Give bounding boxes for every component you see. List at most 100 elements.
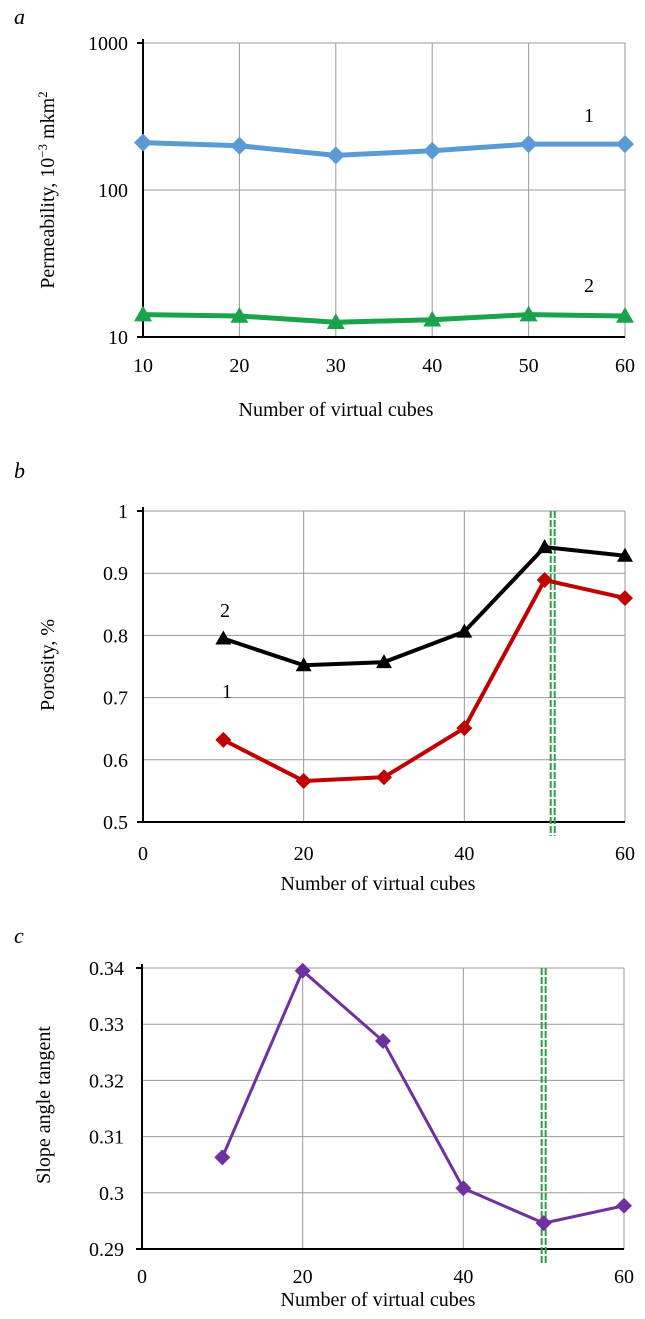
y-tick-label: 0.7: [103, 688, 128, 710]
series-2-point: [617, 547, 633, 562]
y-tick-label: 0.3: [99, 1183, 124, 1205]
series-1-point: [376, 769, 392, 786]
series-2-line: [222, 545, 626, 668]
series-1-line: [220, 969, 625, 1225]
y-tick-label: 10: [108, 327, 128, 349]
panel-a-series-1-label: 1: [584, 105, 594, 127]
panel-a-y-tick-labels: 10 100 1000: [88, 33, 128, 349]
panel-label-c: c: [14, 923, 24, 948]
series-1-point: [134, 133, 152, 152]
panel-b-axes: [137, 507, 625, 823]
series-2-point: [423, 310, 442, 327]
y-tick-label: 0.33: [89, 1014, 124, 1036]
y-tick-label: 0.34: [89, 958, 124, 980]
panel-b-series: [215, 539, 633, 789]
x-tick-label: 0: [137, 1266, 147, 1288]
series-1-point: [616, 1197, 632, 1214]
panel-a-axes: [137, 39, 625, 338]
x-tick-label: 20: [294, 843, 314, 865]
x-tick-label: 40: [454, 843, 474, 865]
panel-c-reference-line: [540, 968, 547, 1263]
series-1-point: [456, 720, 473, 737]
x-tick-label: 0: [138, 843, 148, 865]
series-1-point: [215, 731, 232, 748]
x-tick-label: 50: [519, 355, 539, 377]
series-2-point: [376, 654, 392, 669]
x-tick-label: 40: [422, 355, 442, 377]
series-1-point: [519, 135, 538, 154]
ylabel-unit-exponent: 2: [35, 91, 50, 98]
panel-label-a: a: [14, 4, 25, 29]
panel-c-x-axis-title: Number of virtual cubes: [281, 1289, 476, 1311]
series-1-point: [617, 590, 633, 607]
panel-c-y-tick-labels: 0.29 0.3 0.31 0.32 0.33 0.34: [89, 958, 124, 1261]
panel-b-y-axis-title: Porosity, %: [37, 619, 59, 711]
y-tick-label: 1: [118, 501, 128, 523]
series-1-point: [455, 1180, 472, 1197]
x-tick-label: 40: [453, 1266, 473, 1288]
y-tick-label: 0.29: [89, 1239, 124, 1261]
series-1-point: [295, 772, 312, 789]
y-tick-label: 0.9: [103, 563, 128, 585]
series-2-point: [456, 623, 473, 638]
series-2-point: [295, 657, 312, 672]
panel-a-x-axis-title: Number of virtual cubes: [239, 399, 434, 421]
x-tick-label: 30: [326, 355, 346, 377]
panel-c-series: [214, 962, 632, 1232]
y-tick-label: 0.32: [89, 1070, 124, 1092]
series-2-point: [519, 305, 538, 322]
series-1-point: [423, 141, 442, 160]
panel-a-permeability-chart: a 10 100 1000 10 20 30 40 50 60 1 2 Number of v…: [14, 4, 635, 421]
series-2-point: [536, 539, 553, 554]
panel-b-series-1-label: 1: [222, 681, 232, 703]
panel-label-b: b: [14, 458, 25, 483]
series-2-line: [142, 312, 626, 325]
series-2-point: [326, 313, 345, 329]
panel-b-reference-line: [549, 511, 556, 836]
series-1-point: [616, 135, 634, 154]
x-tick-label: 60: [614, 1266, 634, 1288]
ylabel-base: Permeability, 10: [37, 158, 59, 289]
x-tick-label: 10: [133, 355, 153, 377]
x-tick-label: 60: [615, 355, 635, 377]
panel-b-porosity-chart: b 0.5 0.6 0.7 0.8 0.9 1 0 20 40 60 2 1 Number of…: [14, 458, 635, 895]
series-1-point: [536, 572, 553, 589]
panel-a-y-axis-title: Permeability, 10−3 mkm2: [35, 91, 60, 288]
panel-c-x-tick-labels: 0 20 40 60: [137, 1266, 634, 1288]
panel-a-series-2-label: 2: [584, 275, 594, 297]
y-tick-label: 0.6: [103, 750, 128, 772]
panel-b-x-axis-title: Number of virtual cubes: [281, 873, 476, 895]
y-tick-label: 0.8: [103, 625, 128, 647]
panel-b-x-tick-labels: 0 20 40 60: [138, 843, 635, 865]
panel-c-y-axis-title: Slope angle tangent: [33, 1026, 55, 1184]
series-2-point: [230, 306, 249, 323]
series-2-point: [134, 305, 152, 322]
panel-a-grid: [142, 42, 626, 338]
series-2-point: [215, 630, 232, 645]
panel-b-y-tick-labels: 0.5 0.6 0.7 0.8 0.9 1: [103, 501, 128, 834]
series-2-point: [616, 306, 634, 323]
x-tick-label: 60: [615, 843, 635, 865]
y-tick-label: 0.5: [103, 812, 128, 834]
y-tick-label: 100: [98, 180, 128, 202]
x-tick-label: 20: [293, 1266, 313, 1288]
panel-a-series: [134, 133, 634, 329]
panel-c-slope-chart: c 0.29 0.3 0.31 0.32 0.33 0.34 0 20 40 60 Number…: [14, 923, 634, 1311]
series-1-point: [326, 146, 345, 165]
series-1-point: [375, 1033, 391, 1050]
panel-a-x-tick-labels: 10 20 30 40 50 60: [133, 355, 635, 377]
series-1-point: [294, 962, 311, 979]
series-1-line: [142, 140, 625, 158]
series-1-point: [230, 136, 249, 155]
ylabel-exponent: −3: [35, 144, 50, 158]
panel-c-grid: [141, 967, 625, 1250]
y-tick-label: 0.31: [89, 1127, 124, 1149]
x-tick-label: 20: [229, 355, 249, 377]
series-1-point: [535, 1215, 552, 1232]
y-tick-label: 1000: [88, 33, 128, 55]
ylabel-unit: mkm: [37, 97, 59, 144]
panel-c-axes: [136, 964, 624, 1250]
panel-b-series-2-label: 2: [220, 600, 230, 622]
series-1-point: [214, 1149, 231, 1166]
